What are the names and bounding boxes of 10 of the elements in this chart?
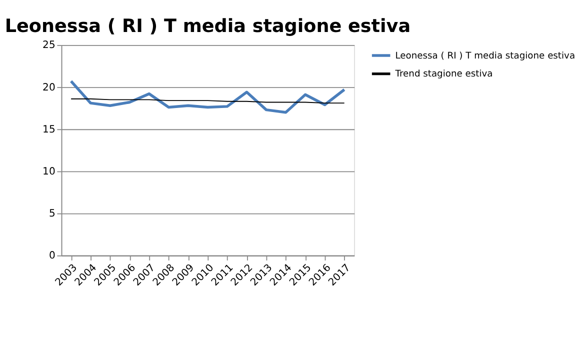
- y-tick-label: 10: [42, 166, 56, 178]
- y-tick-label: 20: [42, 82, 56, 94]
- legend-label: Leonessa ( RI ) T media stagione estiva: [395, 51, 576, 62]
- y-tick-label: 0: [48, 250, 56, 262]
- y-tick-label: 25: [42, 40, 56, 52]
- y-tick-label: 5: [48, 208, 56, 220]
- y-tick-label: 15: [42, 124, 56, 136]
- legend-label: Trend stagione estiva: [394, 70, 493, 80]
- line-series: [70, 80, 346, 114]
- chart-title: Leonessa ( RI ) T media stagione estiva: [4, 16, 411, 38]
